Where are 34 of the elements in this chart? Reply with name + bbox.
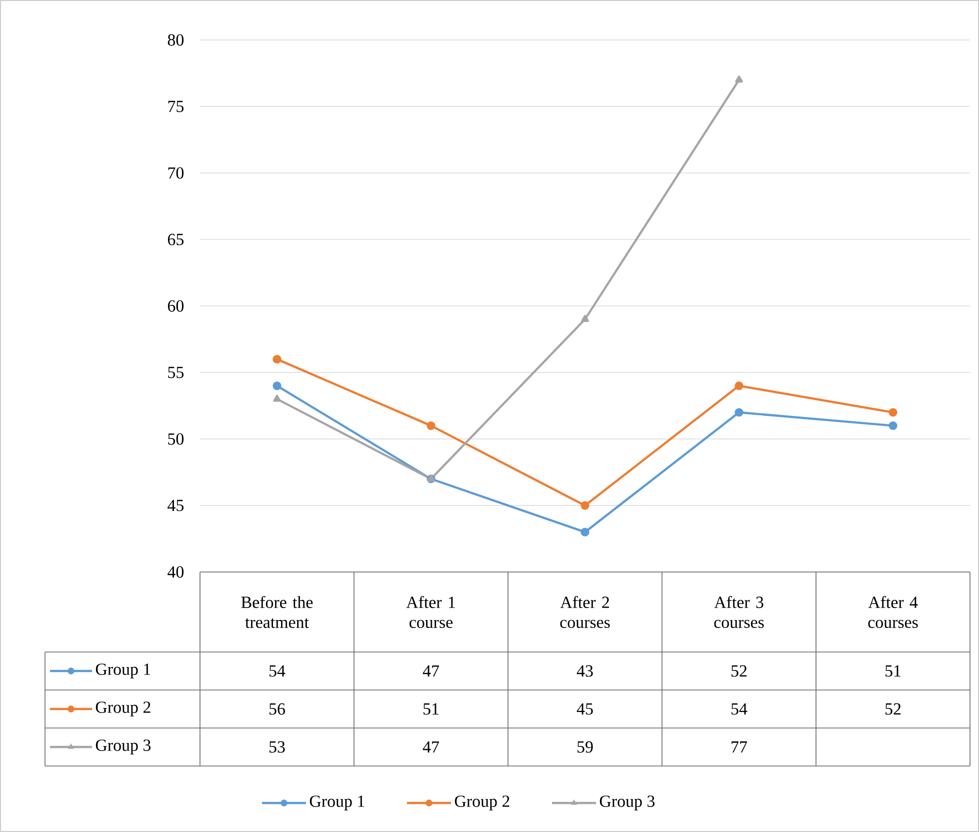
x-tick-label: After 4 courses <box>868 596 918 628</box>
x-tick-label: After 2 courses <box>560 596 610 628</box>
y-tick-label: 45 <box>168 500 184 512</box>
y-tick-label: 50 <box>168 433 184 445</box>
y-tick-label: 55 <box>168 366 184 378</box>
data-label: 54 <box>270 665 286 677</box>
data-label: 52 <box>732 665 747 677</box>
x-tick-label: After 1 course <box>406 596 455 628</box>
y-tick-label: 70 <box>168 167 184 179</box>
data-label: 52 <box>886 703 901 715</box>
data-label: 47 <box>422 665 439 677</box>
y-tick-label: 40 <box>168 566 184 578</box>
legend-label: Group 2 <box>96 702 150 716</box>
data-label: 51 <box>886 665 900 677</box>
data-label: 56 <box>270 703 285 715</box>
data-label: 54 <box>732 703 748 715</box>
data-label: 45 <box>576 703 593 715</box>
data-label: 59 <box>578 741 593 753</box>
y-tick-label: 75 <box>168 100 184 112</box>
data-label: 43 <box>576 665 593 677</box>
y-tick-label: 65 <box>168 234 184 246</box>
y-tick-label: 60 <box>168 300 184 312</box>
data-label: 51 <box>424 703 438 715</box>
legend-label: Group 1 <box>96 664 150 678</box>
data-label: 47 <box>422 741 439 753</box>
y-tick-label: 80 <box>168 34 184 46</box>
text: Group 3 <box>600 796 655 810</box>
x-tick-label: After 3 courses <box>714 596 764 628</box>
text: Group 1 <box>310 796 364 810</box>
x-tick-label: Before the treatment <box>241 596 313 628</box>
data-label: 53 <box>270 741 285 753</box>
legend-label: Group 3 <box>96 740 151 754</box>
text: Group 2 <box>454 796 510 810</box>
data-label: 77 <box>732 741 747 753</box>
